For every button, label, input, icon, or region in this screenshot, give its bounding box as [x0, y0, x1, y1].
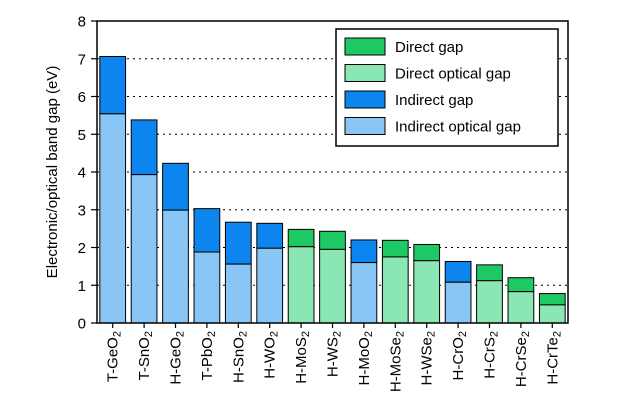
bar-electronic-gap	[162, 162, 189, 211]
bar-optical-gap	[381, 256, 409, 324]
bar-optical-gap	[507, 291, 535, 324]
x-tick-label: T-PbO2	[199, 331, 218, 380]
x-tick-label: H-WO2	[262, 331, 281, 379]
bar-electronic-gap	[287, 228, 315, 248]
bar-electronic-gap	[444, 260, 472, 283]
bar-electronic-gap	[507, 277, 535, 293]
bar-electronic-gap	[381, 239, 409, 258]
bar-optical-gap	[413, 260, 441, 324]
legend-label: Direct optical gap	[395, 66, 511, 83]
bar-electronic-gap	[350, 239, 378, 264]
legend-label: Indirect gap	[395, 92, 473, 109]
bar-optical-gap	[162, 209, 189, 324]
bar-electronic-gap	[538, 293, 566, 306]
bar-optical-gap	[538, 304, 566, 324]
x-tick-label: H-CrS2	[482, 331, 501, 379]
bar-optical-gap	[99, 113, 127, 324]
bar-optical-gap	[224, 263, 252, 324]
bar-optical-gap	[444, 281, 472, 324]
y-tick-label: 0	[78, 316, 86, 333]
x-tick-label: H-GeO2	[168, 331, 187, 385]
x-tick-label: H-MoSe2	[387, 331, 406, 392]
x-tick-label: H-WSe2	[419, 331, 438, 385]
x-tick-label: H-CrO2	[450, 331, 469, 380]
bar-electronic-gap	[130, 119, 158, 176]
x-tick-label: H-WS2	[325, 331, 344, 377]
legend-swatch	[344, 117, 386, 135]
y-tick-label: 2	[78, 240, 86, 257]
y-tick-label: 8	[78, 14, 86, 31]
bar-electronic-gap	[413, 243, 441, 262]
x-tick-label: H-SnO2	[230, 331, 249, 383]
bar-electronic-gap	[256, 222, 284, 249]
x-tick-label: H-MoS2	[293, 331, 312, 384]
legend-swatch	[344, 64, 386, 82]
x-tick-label: H-CrTe2	[544, 331, 563, 385]
legend-label: Direct gap	[395, 39, 463, 56]
y-tick-label: 3	[78, 202, 86, 219]
x-tick-label: T-GeO2	[105, 331, 124, 382]
x-tick-label: T-SnO2	[136, 331, 155, 380]
legend-swatch	[344, 90, 386, 109]
bar-optical-gap	[287, 246, 315, 324]
x-tick-label: H-MoO2	[356, 331, 375, 385]
y-axis-label: Electronic/optical band gap (eV)	[44, 66, 61, 279]
bar-electronic-gap	[224, 221, 252, 265]
y-tick-label: 1	[78, 278, 86, 295]
bar-optical-gap	[256, 247, 284, 324]
y-tick-label: 6	[78, 89, 86, 106]
legend-label: Indirect optical gap	[395, 119, 521, 136]
bar-electronic-gap	[476, 264, 503, 282]
bar-electronic-gap	[99, 55, 127, 115]
bar-optical-gap	[130, 174, 158, 324]
bar-optical-gap	[476, 280, 503, 324]
legend-swatch	[344, 37, 386, 56]
y-tick-label: 7	[78, 51, 86, 68]
x-tick-label: H-CrSe2	[513, 331, 532, 387]
bar-electronic-gap	[319, 230, 346, 250]
y-tick-label: 4	[78, 165, 86, 182]
bar-electronic-gap	[193, 208, 221, 253]
bar-optical-gap	[319, 248, 346, 324]
bar-optical-gap	[350, 262, 378, 324]
bar-optical-gap	[193, 251, 221, 324]
y-tick-label: 5	[78, 127, 86, 144]
